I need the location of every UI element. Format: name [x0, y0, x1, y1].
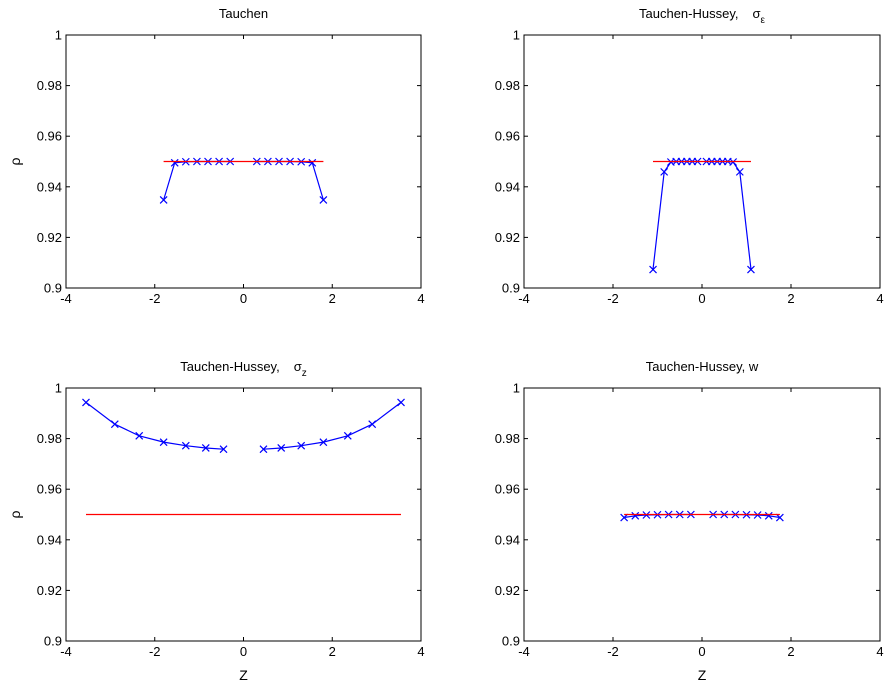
y-tick-label: 0.98	[495, 431, 520, 446]
y-tick-label: 0.96	[37, 482, 62, 497]
data-point-marker	[308, 158, 317, 167]
chart-title-text: Tauchen-Hussey,	[180, 359, 279, 374]
chart-title: Tauchen	[219, 6, 268, 21]
x-axis-label: Z	[698, 667, 707, 683]
chart-panel-2: -4 -2 0 2 4 0.9 0.92 0.94 0.96 0.98 1 Tauchen-Husse…	[495, 6, 884, 306]
x-tick-label: 0	[698, 291, 705, 306]
y-tick-label: 0.96	[37, 129, 62, 144]
x-tick-label: -2	[149, 291, 161, 306]
x-tick-label: -2	[607, 644, 619, 659]
data-point-marker	[259, 445, 268, 454]
x-tick-label: 4	[876, 291, 883, 306]
y-tick-label: 0.9	[44, 634, 62, 649]
y-tick-label: 0.96	[495, 482, 520, 497]
chart-title-subscript: ε	[761, 15, 766, 26]
x-tick-label: 2	[329, 644, 336, 659]
x-tick-label: -2	[149, 644, 161, 659]
y-tick-label: 0.94	[495, 179, 520, 194]
data-point-marker	[110, 420, 119, 429]
chart-title-text: Tauchen-Hussey,	[639, 6, 738, 21]
y-tick-label: 1	[513, 28, 520, 43]
y-tick-label: 0.98	[37, 431, 62, 446]
y-tick-label: 0.92	[37, 583, 62, 598]
data-point-marker	[368, 420, 377, 429]
x-axis-label: Z	[239, 667, 248, 683]
y-tick-label: 0.92	[495, 583, 520, 598]
data-point-marker	[747, 265, 755, 274]
y-tick-label: 0.9	[502, 634, 520, 649]
data-point-marker	[319, 438, 328, 447]
data-point-marker	[82, 398, 90, 407]
data-point-marker	[735, 167, 744, 176]
y-tick-label: 0.9	[44, 281, 62, 296]
y-tick-label: 0.94	[37, 179, 62, 194]
x-tick-label: -2	[607, 291, 619, 306]
y-tick-label: 0.94	[495, 532, 520, 547]
y-tick-label: 0.92	[495, 230, 520, 245]
data-point-marker	[319, 196, 328, 204]
y-tick-label: 0.98	[495, 78, 520, 93]
y-tick-label: 0.92	[37, 230, 62, 245]
y-axis-label: ρ	[7, 510, 23, 518]
chart-title: Tauchen-Hussey, σz	[180, 359, 307, 379]
chart-panel-3: -4 -2 0 2 4 0.9 0.92 0.94 0.96 0.98 1 Tauchen-Husse…	[7, 359, 425, 683]
chart-panel-1: -4 -2 0 2 4 0.9 0.92 0.94 0.96 0.98 1 Tauchen ρ	[7, 6, 425, 306]
data-point-marker	[660, 167, 669, 176]
y-tick-label: 0.96	[495, 129, 520, 144]
chart-title: Tauchen-Hussey, w	[646, 359, 759, 374]
chart-panel-4: -4 -2 0 2 4 0.9 0.92 0.94 0.96 0.98 1 Tauchen-Husse…	[495, 359, 884, 683]
chart-title-text: Tauchen-Hussey, w	[646, 359, 759, 374]
data-point-marker	[397, 398, 405, 407]
x-tick-label: 0	[240, 644, 247, 659]
y-axis-label: ρ	[7, 157, 23, 165]
x-tick-label: -4	[518, 291, 530, 306]
x-tick-label: 4	[417, 291, 424, 306]
chart-title-subscript: z	[302, 368, 307, 379]
x-tick-label: -4	[60, 291, 72, 306]
data-point-marker	[775, 513, 784, 522]
x-tick-label: 0	[240, 291, 247, 306]
x-tick-label: 2	[787, 291, 794, 306]
chart-title-text: Tauchen	[219, 6, 268, 21]
data-point-marker	[201, 444, 210, 452]
data-point-marker	[170, 158, 179, 167]
data-point-marker	[277, 444, 286, 452]
data-point-marker	[159, 196, 168, 204]
data-point-marker	[343, 431, 352, 440]
x-tick-label: 2	[329, 291, 336, 306]
y-tick-label: 1	[55, 381, 62, 396]
chart-title: Tauchen-Hussey, σε	[639, 6, 766, 26]
x-tick-label: -4	[518, 644, 530, 659]
x-tick-label: 4	[417, 644, 424, 659]
data-point-marker	[764, 511, 773, 520]
data-point-marker	[649, 265, 657, 274]
x-tick-label: -4	[60, 644, 72, 659]
chart-title-symbol: σ	[294, 359, 302, 374]
x-tick-label: 2	[787, 644, 794, 659]
y-tick-label: 0.98	[37, 78, 62, 93]
data-point-marker	[181, 441, 190, 450]
series-1	[82, 398, 405, 454]
data-point-marker	[631, 511, 640, 520]
x-tick-label: 4	[876, 644, 883, 659]
data-point-marker	[135, 431, 144, 440]
y-tick-label: 0.94	[37, 532, 62, 547]
y-tick-label: 0.9	[502, 281, 520, 296]
y-tick-label: 1	[513, 381, 520, 396]
data-point-marker	[620, 513, 629, 522]
data-point-marker	[297, 441, 306, 450]
chart-title-symbol: σ	[752, 6, 760, 21]
y-tick-label: 1	[55, 28, 62, 43]
x-tick-label: 0	[698, 644, 705, 659]
data-point-marker	[219, 445, 228, 454]
data-point-marker	[159, 438, 168, 447]
